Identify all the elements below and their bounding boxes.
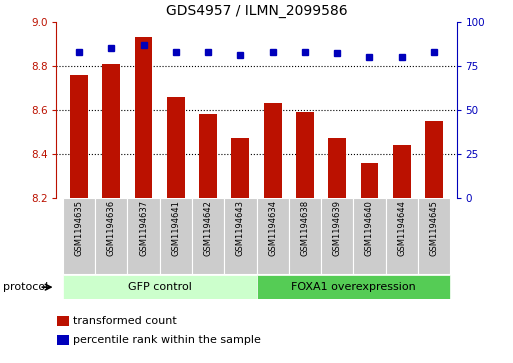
Text: GSM1194643: GSM1194643 — [236, 200, 245, 256]
Bar — [63, 275, 256, 299]
Bar — [256, 198, 289, 274]
Bar — [95, 198, 127, 274]
Bar — [361, 163, 378, 198]
Text: GSM1194640: GSM1194640 — [365, 200, 374, 256]
Text: GSM1194644: GSM1194644 — [397, 200, 406, 256]
Bar — [231, 138, 249, 198]
Text: GFP control: GFP control — [128, 282, 192, 292]
Text: GSM1194634: GSM1194634 — [268, 200, 277, 256]
Bar — [393, 145, 410, 198]
Bar — [103, 64, 120, 198]
Bar — [127, 198, 160, 274]
Text: GSM1194636: GSM1194636 — [107, 200, 116, 256]
Bar — [63, 198, 95, 274]
Bar — [418, 198, 450, 274]
Bar — [353, 198, 386, 274]
Bar — [256, 275, 450, 299]
Text: protocol: protocol — [3, 282, 48, 292]
Text: GSM1194641: GSM1194641 — [171, 200, 181, 256]
Bar — [425, 121, 443, 198]
Text: GSM1194635: GSM1194635 — [74, 200, 84, 256]
Text: GSM1194638: GSM1194638 — [301, 200, 309, 256]
Text: GSM1194645: GSM1194645 — [429, 200, 439, 256]
Text: transformed count: transformed count — [73, 316, 176, 326]
Bar — [160, 198, 192, 274]
Bar — [321, 198, 353, 274]
Text: FOXA1 overexpression: FOXA1 overexpression — [291, 282, 416, 292]
Bar — [264, 103, 282, 198]
Bar — [199, 114, 217, 198]
Bar — [289, 198, 321, 274]
Bar — [167, 97, 185, 198]
Text: GSM1194637: GSM1194637 — [139, 200, 148, 256]
Bar — [224, 198, 256, 274]
Bar — [70, 75, 88, 198]
Text: GSM1194639: GSM1194639 — [332, 200, 342, 256]
Bar — [328, 138, 346, 198]
Text: percentile rank within the sample: percentile rank within the sample — [73, 335, 261, 345]
Title: GDS4957 / ILMN_2099586: GDS4957 / ILMN_2099586 — [166, 4, 347, 18]
Bar — [386, 198, 418, 274]
Bar — [192, 198, 224, 274]
Bar — [135, 37, 152, 198]
Text: GSM1194642: GSM1194642 — [204, 200, 212, 256]
Bar — [296, 112, 314, 198]
